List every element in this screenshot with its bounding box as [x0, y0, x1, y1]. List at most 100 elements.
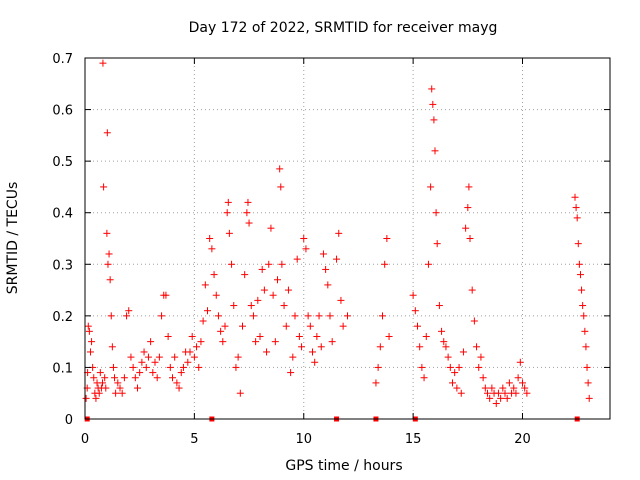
data-point	[118, 389, 126, 397]
data-point	[581, 327, 589, 335]
data-point	[444, 353, 452, 361]
axis-ticks: 0 0.1 0.2 0.3 0.4 0.5 0.6 0.7 0 5 10 15 20	[52, 52, 610, 447]
data-point	[289, 353, 297, 361]
data-point	[129, 363, 137, 371]
data-point	[326, 312, 334, 320]
data-point	[171, 353, 179, 361]
data-point	[249, 312, 257, 320]
data-point	[271, 338, 279, 346]
data-point	[374, 363, 382, 371]
grid	[85, 58, 610, 419]
data-point	[147, 338, 155, 346]
data-point	[457, 389, 465, 397]
data-point	[523, 389, 531, 397]
data-point	[488, 384, 496, 392]
data-point	[254, 296, 262, 304]
data-point	[484, 389, 491, 397]
data-point	[190, 353, 198, 361]
data-point	[440, 338, 448, 346]
data-point	[287, 369, 295, 377]
data-point	[123, 312, 131, 320]
data-point	[470, 317, 478, 325]
data-point	[234, 353, 242, 361]
data-point	[179, 363, 187, 371]
data-point	[477, 353, 485, 361]
data-point	[169, 374, 176, 382]
data-point	[86, 348, 94, 356]
data-point	[442, 343, 450, 351]
data-point	[486, 394, 494, 402]
data-point	[199, 317, 207, 325]
data-point	[424, 260, 432, 268]
data-point	[453, 384, 461, 392]
x-tick-label: 0	[81, 432, 89, 447]
y-tick-label: 0.7	[52, 52, 73, 67]
data-point	[96, 369, 104, 377]
data-point	[510, 384, 518, 392]
data-point	[204, 307, 211, 315]
data-point	[519, 379, 526, 387]
data-point	[315, 312, 323, 320]
data-point	[295, 332, 303, 340]
data-point	[92, 394, 100, 402]
data-point	[383, 235, 391, 242]
data-point	[166, 363, 174, 371]
data-point	[265, 260, 273, 268]
data-point	[90, 374, 98, 382]
x-tick-label: 20	[514, 432, 531, 447]
data-point	[492, 400, 500, 408]
data-point	[311, 358, 319, 366]
data-point	[335, 229, 343, 237]
data-point	[245, 219, 253, 227]
data-point	[247, 302, 255, 310]
data-point	[223, 209, 231, 217]
data-point	[576, 271, 584, 279]
data-point	[252, 338, 260, 346]
data-point	[381, 260, 389, 268]
data-point	[372, 379, 380, 387]
data-point	[459, 348, 467, 356]
data-point	[193, 343, 201, 351]
data-point	[293, 255, 301, 263]
data-point	[195, 363, 203, 371]
data-point	[385, 332, 393, 340]
data-point	[99, 59, 107, 67]
data-point	[501, 389, 509, 397]
data-point	[319, 250, 327, 258]
data-point	[306, 322, 314, 330]
data-point	[263, 348, 271, 356]
data-point	[175, 384, 183, 392]
y-tick-label: 0.5	[52, 155, 73, 170]
data-point	[479, 374, 487, 382]
data-point	[516, 358, 524, 366]
y-tick-label: 0.4	[52, 207, 73, 222]
data-point	[112, 389, 120, 397]
y-tick-label: 0.6	[52, 104, 73, 119]
data-point	[503, 394, 511, 402]
data-point	[232, 363, 240, 371]
data-point	[84, 322, 92, 330]
data-point	[153, 374, 161, 382]
data-point	[101, 374, 109, 382]
y-axis-label: SRMTID / TECUs	[5, 182, 21, 295]
data-point	[239, 322, 246, 330]
data-point	[575, 260, 583, 268]
data-point	[158, 312, 166, 320]
data-point	[111, 374, 119, 382]
data-point	[284, 286, 292, 294]
data-point	[455, 363, 463, 371]
data-point	[162, 291, 170, 299]
data-point	[317, 343, 325, 351]
data-point	[300, 235, 308, 242]
data-point	[580, 312, 588, 320]
data-point	[151, 358, 159, 366]
data-point	[435, 302, 443, 310]
data-point	[114, 379, 122, 387]
data-point	[188, 332, 196, 340]
data-point	[140, 348, 148, 356]
data-point	[184, 358, 192, 366]
data-point	[409, 291, 417, 299]
data-point	[197, 338, 205, 346]
data-point	[494, 389, 502, 397]
